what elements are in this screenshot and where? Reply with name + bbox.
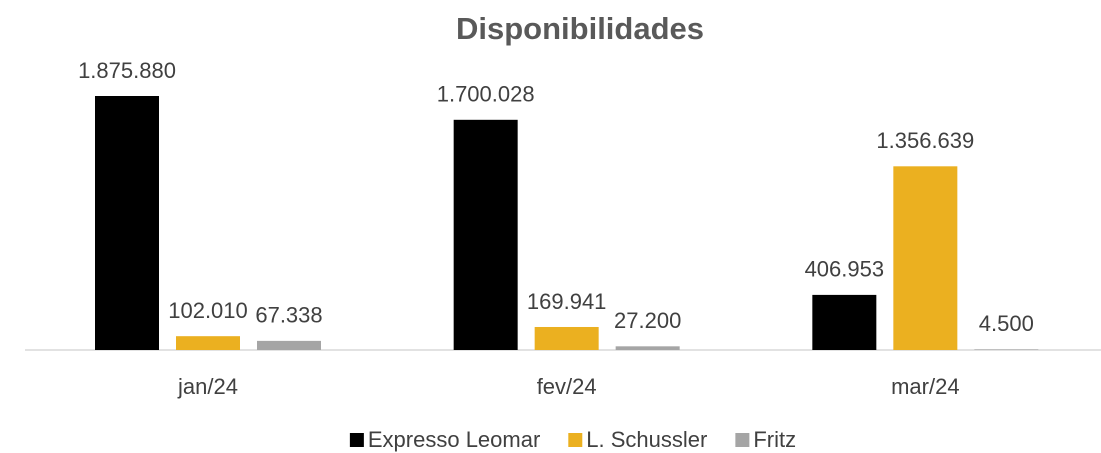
data-label: 102.010 — [168, 298, 248, 323]
data-label: 27.200 — [614, 308, 681, 333]
data-label: 406.953 — [805, 257, 885, 282]
legend-label: L. Schussler — [586, 427, 707, 452]
bar — [534, 326, 599, 350]
bar — [974, 349, 1039, 350]
legend-swatch — [568, 433, 583, 447]
bar — [615, 346, 680, 350]
chart-title: Disponibilidades — [456, 11, 704, 46]
data-label: 4.500 — [979, 311, 1034, 336]
legend-swatch — [735, 433, 750, 447]
x-tick-label: jan/24 — [177, 374, 238, 399]
bar — [257, 340, 321, 350]
data-label: 1.875.880 — [78, 58, 176, 83]
data-label: 169.941 — [527, 289, 607, 314]
legend-label: Expresso Leomar — [368, 427, 540, 452]
bar — [453, 119, 518, 350]
x-tick-label: fev/24 — [537, 374, 597, 399]
legend-swatch — [349, 433, 364, 447]
data-label: 67.338 — [255, 303, 322, 328]
x-tick-label: mar/24 — [891, 374, 959, 399]
bar — [176, 336, 240, 350]
bar — [812, 294, 877, 350]
data-label: 1.356.639 — [876, 128, 974, 153]
bar — [893, 166, 958, 350]
data-label: 1.700.028 — [437, 82, 535, 107]
legend-label: Fritz — [753, 427, 796, 452]
bar — [95, 96, 159, 350]
